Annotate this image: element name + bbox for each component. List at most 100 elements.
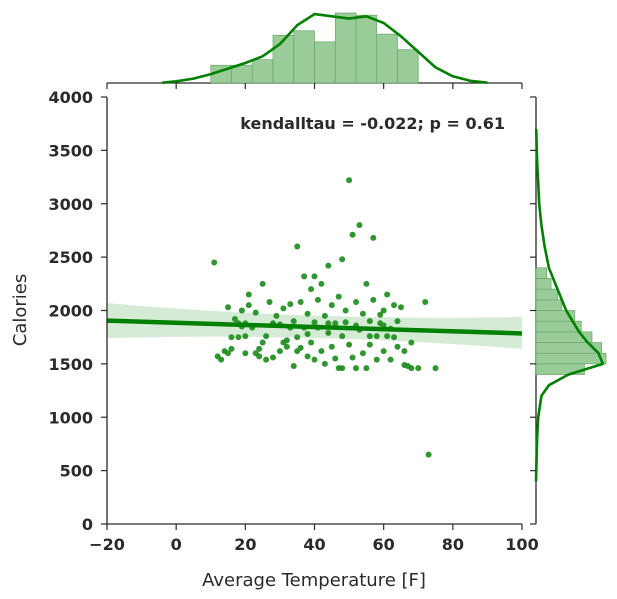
scatter-point-35 (290, 363, 297, 370)
scatter-point-47 (311, 356, 318, 363)
scatter-point-0 (211, 259, 218, 266)
scatter-point-77 (363, 365, 370, 372)
right-hist-bar-8 (535, 278, 552, 290)
scatter-point-31 (283, 343, 290, 350)
scatter-point-66 (346, 177, 353, 184)
scatter-point-110 (339, 256, 346, 263)
right-marginal-histogram (534, 97, 607, 524)
x-tick-label-4: 60 (373, 535, 395, 554)
top-hist-bar-8 (376, 33, 398, 84)
scatter-point-40 (301, 273, 308, 280)
scatter-point-119 (304, 330, 311, 337)
right-kde-curve (534, 128, 605, 482)
scatter-point-38 (297, 298, 304, 305)
regression-line (106, 318, 523, 336)
annotation-text: kendalltau = -0.022; p = 0.61 (240, 114, 505, 133)
right-hist-bar-1 (535, 352, 607, 365)
scatter-point-48 (314, 296, 321, 303)
scatter-point-94 (394, 318, 401, 325)
scatter-point-106 (287, 301, 294, 308)
x-axis-label: Average Temperature [F] (202, 570, 426, 591)
scatter-point-21 (259, 280, 266, 287)
scatter-point-5 (225, 350, 232, 357)
scatter-point-65 (342, 319, 349, 326)
scatter-point-13 (242, 350, 249, 357)
scatter-point-54 (325, 329, 332, 336)
x-tick-label-1: 0 (171, 535, 182, 554)
regression-line-layer (106, 318, 523, 336)
scatter-point-4 (225, 304, 232, 311)
scatter-point-98 (408, 339, 415, 346)
scatter-point-103 (422, 298, 429, 305)
scatter-point-56 (328, 302, 335, 309)
x-tick-label-0: −20 (89, 535, 125, 554)
scatter-point-88 (384, 291, 391, 298)
scatter-point-24 (266, 298, 273, 305)
right-hist-bar-9 (535, 267, 548, 279)
scatter-point-91 (387, 356, 394, 363)
scatter-point-2 (218, 356, 225, 363)
scatter-point-84 (377, 311, 384, 318)
y-tick-label-8: 4000 (48, 88, 93, 107)
y-tick-label-3: 1500 (48, 355, 93, 374)
scatter-point-68 (349, 231, 356, 238)
scatter-point-62 (339, 365, 346, 372)
scatter-point-87 (380, 348, 387, 355)
x-tick-label-2: 20 (234, 535, 256, 554)
right-hist-bar-6 (535, 299, 563, 311)
scatter-point-28 (276, 348, 283, 355)
top-hist-bar-7 (355, 14, 378, 84)
scatter-point-45 (308, 339, 315, 346)
scatter-point-63 (339, 333, 346, 340)
top-hist-bar-1 (231, 64, 253, 84)
scatter-point-79 (366, 341, 373, 348)
scatter-point-67 (346, 341, 353, 348)
scatter-point-109 (325, 320, 332, 327)
scatter-point-107 (294, 348, 301, 355)
scatter-point-76 (363, 280, 370, 287)
scatter-point-59 (332, 355, 339, 362)
scatter-point-42 (304, 310, 311, 317)
scatter-point-102 (432, 365, 439, 372)
scatter-point-52 (321, 312, 328, 319)
scatter-point-50 (318, 280, 325, 287)
scatter-point-78 (366, 318, 373, 325)
scatter-point-112 (366, 333, 373, 340)
scatter-point-55 (325, 262, 332, 269)
scatter-point-99 (408, 365, 415, 372)
top-hist-bar-6 (334, 12, 357, 84)
scatter-point-117 (228, 334, 235, 341)
scatter-point-114 (391, 334, 398, 341)
y-tick-label-6: 3000 (48, 195, 93, 214)
scatter-point-53 (321, 360, 328, 367)
scatter-point-9 (235, 334, 242, 341)
scatter-point-81 (370, 296, 377, 303)
scatter-point-64 (342, 307, 349, 314)
scatter-point-69 (349, 354, 356, 361)
y-axis-ticks: 0 500 1000 1500 2000 2500 3000 3500 4000 (48, 88, 536, 534)
scatter-point-89 (384, 333, 391, 340)
scatter-point-20 (259, 339, 266, 346)
scatter-point-72 (356, 222, 363, 229)
top-hist-bar-2 (251, 59, 274, 84)
scatter-point-44 (308, 286, 315, 293)
scatter-point-57 (328, 343, 335, 350)
scatter-points (211, 177, 439, 458)
y-tick-label-4: 2000 (48, 302, 93, 321)
scatter-point-95 (397, 304, 404, 311)
top-hist-bar-9 (397, 49, 419, 84)
scatter-point-104 (401, 348, 408, 355)
x-tick-label-5: 80 (442, 535, 464, 554)
y-tick-label-1: 500 (60, 462, 93, 481)
scatter-point-26 (270, 354, 276, 361)
scatter-point-80 (370, 234, 377, 241)
x-axis-ticks: −20 0 20 40 60 80 100 (89, 83, 539, 554)
scatter-point-116 (256, 345, 263, 352)
top-hist-bar-3 (272, 34, 295, 84)
x-tick-label-3: 40 (303, 535, 325, 554)
scatter-point-108 (311, 273, 318, 280)
right-hist-bar-7 (535, 288, 558, 301)
scatter-point-93 (394, 343, 401, 350)
scatter-point-92 (391, 302, 398, 309)
